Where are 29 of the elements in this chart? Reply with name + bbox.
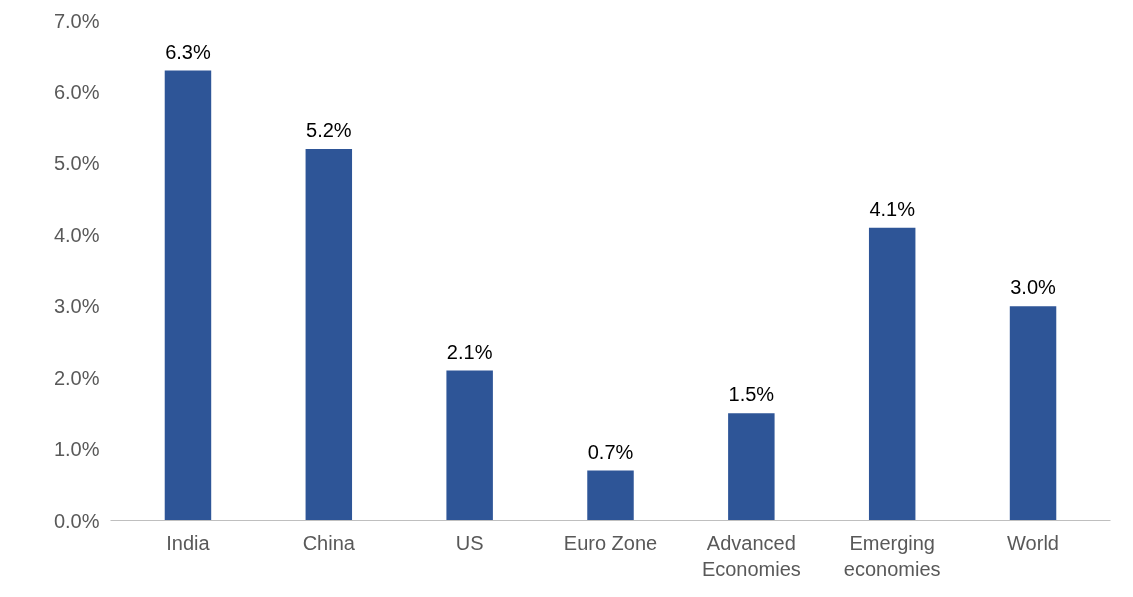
y-tick-label: 5.0%	[53, 152, 100, 175]
x-tick-label: Euro Zone	[563, 531, 658, 554]
y-tick-label: 4.0%	[53, 223, 100, 246]
y-tick-label: 1.0%	[53, 438, 100, 461]
data-label: 1.5%	[728, 383, 775, 406]
bar	[164, 70, 212, 521]
data-label: 3.0%	[1010, 276, 1057, 299]
x-tick-label: US	[455, 531, 484, 554]
x-tick-label: Advanced Economies	[701, 531, 801, 580]
y-tick-label: 7.0%	[53, 9, 100, 32]
bar	[1009, 306, 1057, 521]
y-tick-label: 2.0%	[53, 366, 100, 389]
x-tick-label: World	[1007, 531, 1059, 554]
data-label: 6.3%	[165, 40, 211, 63]
data-label: 0.7%	[587, 440, 634, 463]
bar	[728, 413, 775, 521]
x-tick-label: China	[302, 531, 356, 554]
x-tick-label: Emerging economies	[843, 531, 941, 580]
bar	[305, 149, 353, 521]
bar	[587, 470, 634, 521]
bar	[446, 370, 493, 521]
data-label: 5.2%	[306, 119, 352, 142]
bar	[868, 227, 916, 521]
y-tick-label: 0.0%	[53, 509, 100, 532]
data-label: 2.1%	[446, 340, 493, 363]
data-label: 4.1%	[869, 197, 916, 220]
y-tick-label: 3.0%	[53, 295, 100, 318]
x-tick-label: India	[166, 531, 211, 554]
y-tick-label: 6.0%	[53, 80, 100, 103]
